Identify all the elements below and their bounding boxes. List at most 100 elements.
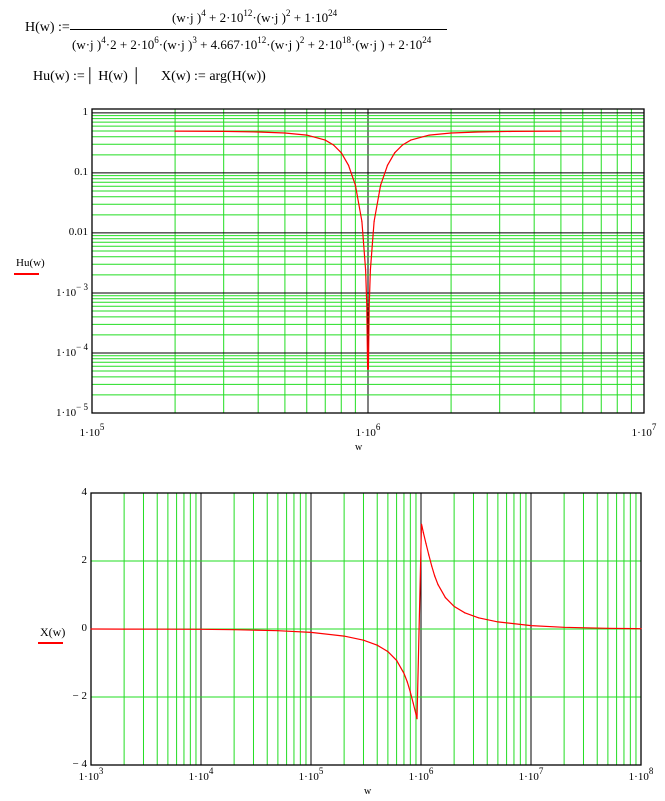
tick-base: 4 xyxy=(81,486,88,498)
data-point xyxy=(477,131,479,133)
tick-exponent: 5 xyxy=(318,766,324,776)
tick-base: 1·10 xyxy=(79,427,100,439)
tick-exponent: 6 xyxy=(375,422,381,432)
data-point xyxy=(406,681,408,683)
h-denominator[interactable]: (w·j )4·2 + 2·106·(w·j )3 + 4.667·1012·(… xyxy=(72,35,432,52)
hu-definition[interactable]: Hu(w) :=│ H(w) │ xyxy=(33,69,142,84)
x-axis-label: w xyxy=(364,786,372,797)
x-tick-label: 1·105 xyxy=(299,767,324,783)
data-point xyxy=(306,134,308,136)
term: (w·j ) xyxy=(72,37,102,52)
tick-base: 1·10 xyxy=(56,346,77,359)
data-point xyxy=(395,659,398,662)
tick-exponent: 6 xyxy=(428,766,434,776)
tick-exponent: 3 xyxy=(98,766,104,776)
data-point xyxy=(200,628,202,630)
term: ·(w·j ) xyxy=(266,37,300,52)
data-point xyxy=(364,269,367,271)
data-point xyxy=(412,702,414,704)
data-point xyxy=(324,139,326,141)
tick-base: 1·10 xyxy=(408,771,429,783)
data-point xyxy=(277,630,279,632)
tick-base: 1·10 xyxy=(78,771,99,783)
y-tick-label: 1·10− 3 xyxy=(56,282,88,299)
legend-trace-line xyxy=(38,642,63,644)
y-tick-label: 4 xyxy=(82,487,88,498)
term: ·(w·j ) + 2·10 xyxy=(351,37,423,52)
data-point xyxy=(511,130,513,133)
data-point xyxy=(167,628,169,630)
h-numerator[interactable]: (w·j )4 + 2·1012·(w·j )2 + 1·1024 xyxy=(172,8,338,25)
fraction-bar xyxy=(70,29,447,30)
data-point xyxy=(428,134,430,136)
term: + 1·10 xyxy=(290,10,329,25)
exponent: 18 xyxy=(342,35,351,45)
term: ·(w·j ) xyxy=(252,10,286,25)
term: + 2·10 xyxy=(205,10,244,25)
x-tick-label: 1·107 xyxy=(631,423,657,439)
data-point xyxy=(387,650,389,653)
tick-exponent: − 4 xyxy=(76,341,88,352)
data-point xyxy=(477,617,480,619)
y-tick-label: 0.01 xyxy=(69,226,88,238)
data-point xyxy=(380,184,382,186)
data-point xyxy=(409,691,411,693)
x-tick-label: 1·103 xyxy=(78,767,104,783)
tick-base: 1·10 xyxy=(518,771,539,783)
tick-base: 0.1 xyxy=(74,165,88,178)
x-tick-label: 1·106 xyxy=(355,423,381,439)
y-tick-label: 2 xyxy=(82,555,88,566)
data-point xyxy=(257,131,259,133)
data-point xyxy=(174,130,176,132)
data-point xyxy=(450,132,452,134)
tick-exponent: 7 xyxy=(538,766,544,776)
data-point xyxy=(422,532,425,534)
term: ·(w·j ) xyxy=(158,37,193,52)
h-definition-lhs: H(w) := xyxy=(25,20,70,35)
tick-base: 1·10 xyxy=(56,286,77,299)
data-point xyxy=(367,368,369,370)
data-point xyxy=(386,164,389,166)
exponent: 24 xyxy=(422,35,432,45)
tick-base: 1 xyxy=(82,105,89,118)
data-point xyxy=(410,139,412,141)
data-point xyxy=(223,130,225,133)
x-definition[interactable]: X(w) := arg(H(w)) xyxy=(161,69,266,84)
tick-base: 1·10 xyxy=(56,407,77,419)
data-point xyxy=(425,543,427,545)
x-tick-label: 1·106 xyxy=(408,767,434,783)
term: + 2·10 xyxy=(304,37,342,52)
data-point xyxy=(401,144,404,146)
x-axis-label: w xyxy=(355,442,363,453)
tick-base: − 4 xyxy=(72,758,87,770)
exponent: 2 xyxy=(299,35,305,45)
data-point xyxy=(453,605,455,608)
exponent: 2 xyxy=(286,8,291,18)
tick-base: 1·10 xyxy=(631,427,652,439)
tick-base: 1·10 xyxy=(355,427,376,439)
y-axis-label: X(w) xyxy=(40,625,66,639)
y-tick-label: 1 xyxy=(82,105,89,118)
tick-exponent: 5 xyxy=(99,422,105,432)
tick-base: 1·10 xyxy=(188,771,209,783)
term: (w·j ) xyxy=(172,10,202,25)
tick-exponent: 8 xyxy=(648,766,654,776)
exponent: 24 xyxy=(328,8,338,18)
data-point xyxy=(369,269,372,271)
y-tick-label: 1·10− 4 xyxy=(56,342,88,359)
x-tick-label: 1·107 xyxy=(518,767,544,783)
tick-base: 0 xyxy=(81,622,88,634)
data-point xyxy=(560,130,562,132)
tick-exponent: − 3 xyxy=(76,281,88,292)
data-point xyxy=(368,305,370,307)
data-point xyxy=(362,639,365,641)
plot-frame xyxy=(91,108,645,414)
tick-base: 1·10 xyxy=(628,771,649,783)
data-point xyxy=(437,584,439,586)
tick-base: − 2 xyxy=(72,690,87,702)
data-point xyxy=(444,596,447,599)
data-point xyxy=(340,152,342,154)
data-point xyxy=(332,144,335,146)
